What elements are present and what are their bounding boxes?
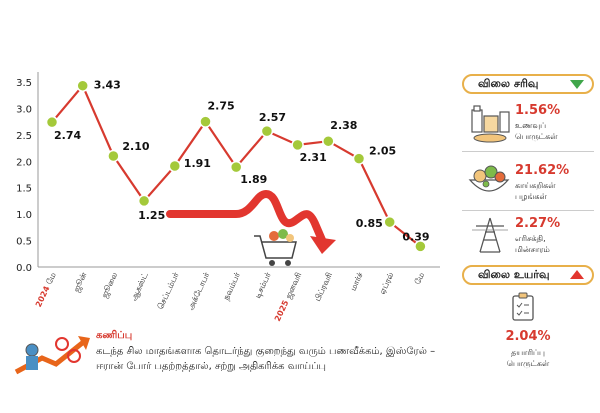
cart-item: [286, 234, 294, 242]
manufactured-label: தயாரிப்பு பொருட்கள்: [506, 348, 550, 368]
y-tick-label: 3.5: [16, 78, 32, 89]
cart-wheel: [269, 260, 275, 266]
y-tick-label: 1.5: [16, 184, 32, 195]
manufactured-pct: 2.04%: [505, 329, 551, 344]
x-tick-label: ஜூன்: [72, 271, 90, 294]
x-tick-label: அக்டோபர்: [186, 270, 212, 311]
y-tick-label: 2.0: [16, 157, 32, 168]
data-point: [199, 115, 212, 128]
x-tick-label: 2024 மே: [34, 271, 58, 309]
cart-wheel: [285, 260, 291, 266]
food-label: உணவுப் பொருட்கள்: [515, 121, 558, 141]
data-label: 1.91: [184, 157, 211, 170]
power-tower-icon: [472, 217, 508, 253]
cart-item: [269, 231, 279, 241]
data-label: 0.85: [356, 217, 383, 230]
data-label: 2.57: [259, 111, 286, 124]
y-tick-label: 0.5: [16, 237, 32, 248]
cart-item: [278, 229, 288, 239]
data-label: 2.75: [208, 100, 235, 113]
price-fall-header: விலை சரிவு: [462, 74, 594, 94]
divider: [462, 210, 594, 211]
food-icon: [471, 105, 510, 143]
x-tick-label: ஆகஸ்ட்: [129, 270, 150, 302]
x-tick-label: டிசம்பர்: [253, 270, 273, 299]
data-point: [76, 79, 89, 92]
price-rise-header-label: விலை உயர்வு: [478, 267, 550, 281]
up-arrow-icon: [570, 270, 584, 279]
x-tick-label: பிப்ரவரி: [313, 271, 334, 303]
divider: [462, 151, 594, 152]
y-tick-label: 0.0: [16, 263, 32, 274]
x-tick-label: ஜூலை: [100, 271, 121, 300]
y-tick-label: 3.0: [16, 104, 32, 115]
data-label: 1.25: [138, 209, 165, 222]
vegetables-label: காய்கறிகள் பழங்கள்: [515, 181, 556, 201]
trend-down-arrow: [166, 189, 326, 244]
data-point: [260, 124, 274, 138]
x-tick-label: செப்டம்பர்: [156, 270, 181, 310]
data-point: [229, 160, 243, 174]
vegetables-pct: 21.62%: [515, 163, 570, 178]
data-point: [322, 134, 335, 148]
data-label: 2.74: [54, 129, 81, 142]
data-label: 1.89: [240, 173, 267, 186]
y-tick-label: 1.0: [16, 210, 32, 221]
power-pct: 2.27%: [515, 216, 561, 231]
data-label: 3.43: [94, 79, 121, 92]
trend-down-arrowhead: [310, 236, 336, 254]
x-tick-label: ஏப்ரல்: [378, 271, 396, 296]
data-point: [107, 149, 120, 163]
data-point: [352, 152, 366, 165]
forecast-title: கணிப்பு: [96, 330, 133, 341]
price-rise-header: விலை உயர்வு: [462, 265, 594, 285]
shopping-cart-icon: [254, 229, 297, 266]
vegetables-icon: [468, 165, 510, 192]
down-arrow-icon: [570, 80, 584, 89]
cart-frame: [254, 235, 297, 259]
data-point: [414, 240, 427, 253]
forecast-text: கடந்த சில மாதங்களாக தொடர்ந்து குறைந்து வ…: [96, 346, 436, 372]
x-tick-label: மார்ச்: [349, 271, 366, 293]
food-pct: 1.56%: [515, 103, 561, 118]
power-label: எரிசக்தி, மின்சாரம்: [515, 234, 550, 254]
y-tick-label: 2.5: [16, 131, 32, 142]
x-tick-label: மே: [413, 271, 426, 286]
data-label: 2.38: [330, 119, 357, 132]
data-label: 2.31: [300, 151, 327, 164]
price-fall-header-label: விலை சரிவு: [478, 76, 539, 90]
data-point: [137, 194, 151, 208]
data-point: [291, 138, 304, 152]
data-label: 2.05: [369, 145, 396, 158]
data-label: 0.39: [402, 230, 429, 243]
rising-inflation-icon: [14, 336, 90, 375]
x-tick-label: நவம்பர்: [221, 270, 242, 301]
clipboard-icon: [512, 292, 534, 321]
data-point: [383, 215, 396, 229]
data-point: [168, 159, 182, 173]
data-label: 2.10: [122, 140, 149, 153]
data-point: [45, 115, 59, 129]
x-tick-label: 2025 ஜனவரி: [273, 271, 305, 323]
